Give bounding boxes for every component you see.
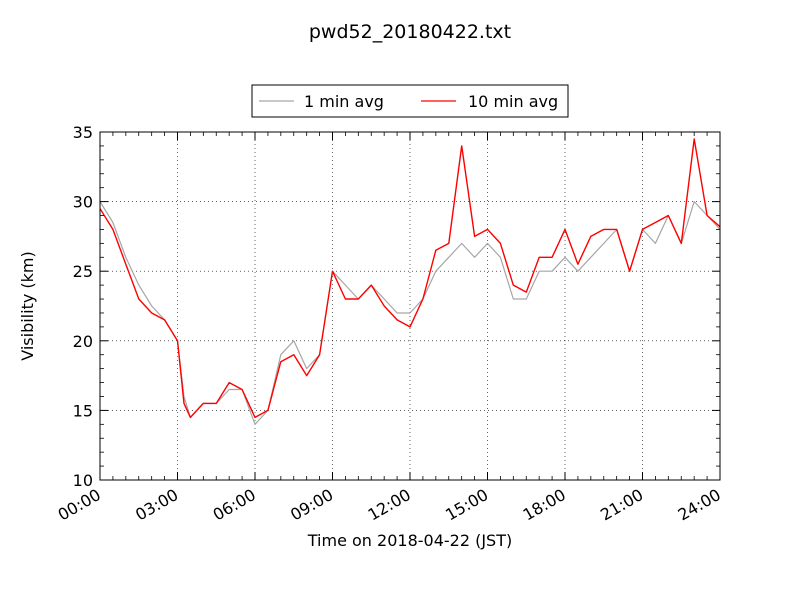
y-tick-label: 25 (73, 262, 93, 281)
legend-label-1min: 1 min avg (304, 92, 384, 111)
chart-title: pwd52_20180422.txt (309, 21, 511, 43)
series-layer (100, 138, 720, 425)
x-tick-label: 00:00 (55, 485, 104, 525)
legend: 1 min avg 10 min avg (251, 84, 569, 118)
x-tick-label: 03:00 (132, 485, 181, 525)
y-axis-label: Visibility (km) (18, 251, 37, 360)
y-tick-label: 15 (73, 401, 93, 420)
y-tick-label: 30 (73, 193, 93, 212)
y-tick-label: 10 (73, 471, 93, 490)
ticks: 00:00 03:00 06:00 09:00 12:00 15:00 18:00 21:00… (55, 123, 724, 525)
x-tick-label: 06:00 (210, 485, 259, 525)
series-line-1min (100, 201, 720, 425)
x-tick-label: 18:00 (520, 485, 569, 525)
x-tick-label: 15:00 (442, 485, 491, 525)
legend-box (251, 84, 569, 118)
x-tick-label: 12:00 (365, 485, 414, 525)
grid (100, 132, 720, 480)
legend-label-10min: 10 min avg (468, 92, 558, 111)
y-tick-label: 20 (73, 332, 93, 351)
x-tick-label: 09:00 (287, 485, 336, 525)
x-tick-label: 21:00 (597, 485, 646, 525)
y-tick-label: 35 (73, 123, 93, 142)
x-tick-label: 24:00 (675, 485, 724, 525)
series-line-10min (100, 138, 720, 419)
plot-frame (99, 131, 721, 481)
x-axis-label: Time on 2018-04-22 (JST) (307, 531, 512, 550)
